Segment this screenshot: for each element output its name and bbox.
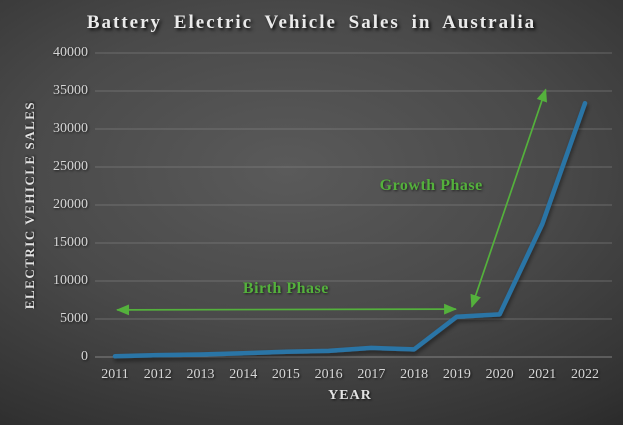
- x-tick-label: 2022: [571, 367, 600, 382]
- y-tick-label: 30000: [53, 121, 88, 136]
- x-tick-label: 2012: [143, 367, 172, 382]
- x-tick-label: 2018: [400, 367, 429, 382]
- chart-title: Battery Electric Vehicle Sales in Austra…: [86, 12, 537, 33]
- x-tick-label: 2011: [101, 367, 129, 382]
- birth-phase-label: Birth Phase: [242, 279, 329, 297]
- x-tick-label: 2013: [186, 367, 215, 382]
- x-axis-title: YEAR: [328, 388, 372, 403]
- y-tick-label: 0: [81, 349, 88, 364]
- x-tick-label: 2014: [229, 367, 258, 382]
- gridlines: [95, 52, 612, 358]
- y-tick-label: 10000: [53, 273, 88, 288]
- x-tick-label: 2015: [271, 367, 300, 382]
- x-tick-label: 2021: [528, 367, 557, 382]
- sales-line-series: [112, 100, 588, 359]
- x-tick-label: 2016: [314, 367, 343, 382]
- y-tick-label: 20000: [53, 197, 88, 212]
- x-tick-label: 2020: [485, 367, 514, 382]
- y-tick-label: 25000: [53, 159, 88, 174]
- annotation-arrows: [116, 88, 547, 316]
- x-tick-label: 2017: [357, 367, 386, 382]
- y-tick-label: 15000: [53, 235, 88, 250]
- y-tick-label: 5000: [60, 311, 88, 326]
- x-tick-label: 2019: [442, 367, 471, 382]
- birth-phase-arrow: [116, 303, 458, 316]
- y-tick-label: 35000: [53, 83, 88, 98]
- growth-phase-label: Growth Phase: [379, 177, 483, 194]
- growth-phase-arrow: [470, 88, 547, 308]
- sales-line: [112, 100, 588, 359]
- y-tick-label: 40000: [53, 45, 88, 60]
